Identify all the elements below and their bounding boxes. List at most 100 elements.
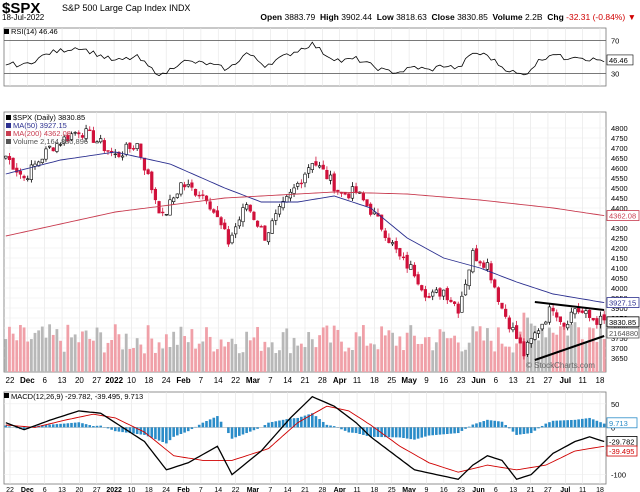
macd-histogram-bar [256, 427, 259, 429]
candle [409, 264, 413, 270]
candle [248, 204, 252, 212]
candle [69, 133, 74, 141]
volume-bar [340, 341, 343, 372]
macd-histogram-bar [580, 418, 584, 428]
macd-histogram-bar [172, 427, 175, 437]
macd-histogram-bar [577, 419, 580, 428]
macd-histogram-bar [157, 427, 161, 441]
macd-histogram-bar [445, 427, 449, 434]
volume-bar [507, 346, 511, 372]
candle [186, 184, 190, 187]
candle [398, 248, 402, 257]
volume-bar [416, 343, 420, 372]
macd-histogram-bar [394, 427, 398, 438]
legend-entry: MA(50) 3927.15 [13, 121, 67, 130]
volume-bar [95, 327, 99, 372]
macd-histogram-bar [424, 427, 427, 437]
legend-swatch [6, 123, 11, 128]
macd-histogram-bar [369, 427, 372, 437]
candle [365, 199, 369, 207]
volume-bar [354, 332, 358, 372]
macd-histogram-bar [143, 427, 146, 435]
volume-bar [551, 332, 555, 372]
volume-bar [533, 325, 537, 372]
macd-histogram-bar [238, 427, 241, 436]
candle [445, 288, 449, 301]
candle [190, 182, 194, 188]
candle [383, 230, 387, 239]
volume-bar [471, 326, 475, 372]
macd-histogram-bar [318, 419, 321, 428]
candle [394, 241, 398, 250]
macd-histogram-bar [376, 427, 380, 437]
volume-bar [22, 327, 26, 372]
volume-bar [292, 337, 296, 372]
candle [474, 248, 479, 262]
candle [500, 302, 504, 309]
macd-histogram-bar [227, 427, 230, 434]
volume-bar [26, 341, 30, 372]
macd-histogram-bar [234, 427, 237, 438]
candle [493, 279, 497, 288]
macd-histogram-bar [329, 425, 332, 428]
macd-histogram-bar [537, 427, 540, 429]
candle [314, 161, 318, 166]
volume-bar [19, 324, 22, 372]
volume-bar [424, 337, 427, 372]
macd-histogram-bar [303, 415, 307, 428]
x-tick-label: 11 [353, 487, 360, 492]
volume-bar [248, 340, 252, 372]
macd-histogram-bar [84, 424, 88, 428]
volume-bar [190, 329, 194, 372]
price-y-tick: 4050 [611, 274, 628, 283]
volume-bar [70, 337, 73, 372]
volume-bar [453, 335, 456, 372]
macd-histogram-bar [588, 417, 591, 428]
volume-bar [336, 329, 340, 372]
candle [22, 175, 26, 179]
candle [219, 217, 223, 226]
macd-histogram-bar [365, 427, 369, 436]
ma50-line [5, 151, 605, 304]
candle [321, 164, 325, 170]
macd-histogram-bar [559, 420, 562, 428]
volume-bar [445, 338, 449, 372]
volume-bar [380, 326, 384, 372]
price-y-tick: 4200 [611, 244, 628, 253]
macd-histogram-bar [113, 427, 117, 432]
volume-bar [500, 343, 504, 372]
candle [456, 303, 460, 314]
volume-bar [161, 348, 165, 372]
macd-histogram-bar [252, 427, 256, 431]
rsi-marker-box [606, 54, 634, 66]
volume-bar [77, 342, 81, 372]
volume-bar [391, 332, 394, 372]
candle [555, 312, 559, 318]
candle [7, 156, 12, 160]
legend-swatch [6, 139, 11, 144]
x-tick-label: 14 [284, 487, 292, 492]
macd-histogram-bar [548, 422, 551, 428]
volume-bar [442, 331, 446, 372]
candle [255, 220, 260, 227]
volume-bar [102, 352, 106, 372]
candle [157, 201, 161, 214]
price-y-tick: 4600 [611, 164, 628, 173]
price-marker-value: 2164880 [609, 329, 638, 338]
volume-label: Volume [492, 12, 523, 22]
candle [51, 147, 55, 152]
exchange-label: INDX [168, 3, 191, 13]
price-marker-value: 3927.15 [609, 299, 636, 308]
candle [40, 158, 44, 163]
x-tick-label: 18 [144, 376, 153, 385]
legend-entry: Volume 2,164,880,896 [13, 137, 88, 146]
macd-histogram-bar [135, 427, 139, 434]
legend-swatch [6, 131, 11, 136]
volume-bar [303, 347, 307, 372]
macd-histogram-bar [165, 427, 168, 444]
macd-histogram-bar [110, 427, 113, 430]
macd-histogram-bar [467, 426, 471, 428]
macd-histogram-bar [533, 427, 537, 431]
macd-histogram-bar [4, 425, 8, 428]
volume-bar [504, 346, 508, 372]
